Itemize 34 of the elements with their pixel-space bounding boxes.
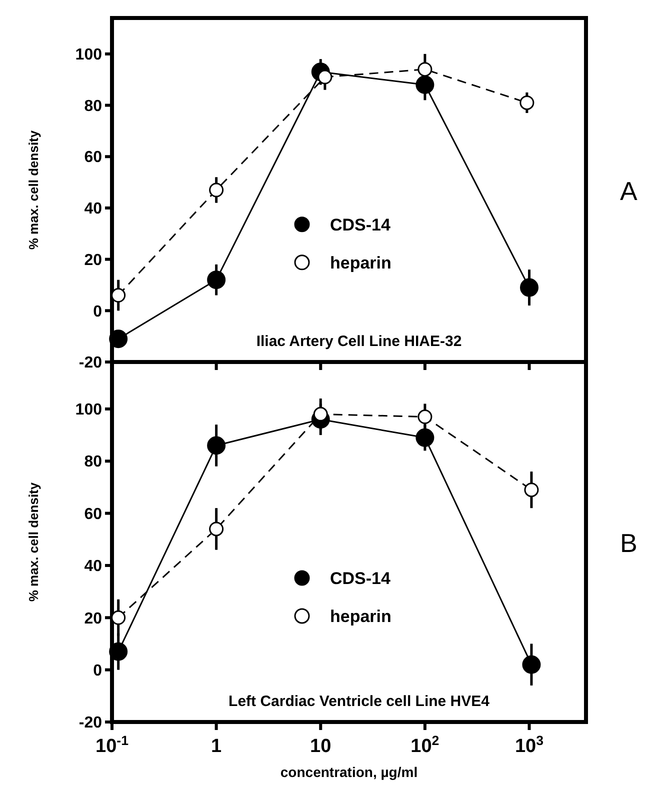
y-tick-label: -20 [78,354,102,372]
x-tick-label: 1 [211,736,222,757]
legend-label: heparin [330,253,392,272]
point [416,428,434,447]
y-tick-label: 60 [84,149,102,166]
y-tick-label: 40 [84,558,102,576]
y-tick-label: 0 [93,303,102,320]
y-tick-label: 20 [84,252,102,269]
legend-label: heparin [330,606,392,626]
y-tick-label: 100 [75,46,102,64]
y-axis-title: % max. cell density [26,482,41,602]
point [207,436,226,455]
x-tick-label: 10$^{3}$ [514,732,544,757]
x-axis-title: concentration, µg/ml [280,764,418,780]
y-tick-label: -20 [78,714,102,732]
annotation: Left Cardiac Ventricle cell Line HVE4 [228,693,490,710]
x-tick-label: 10 [310,736,332,757]
text: B [620,528,638,558]
annotation: Iliac Artery Cell Line HIAE-32 [256,333,462,350]
y-tick-label: 20 [84,610,102,628]
y-tick-label: 60 [84,506,102,523]
legend-label: CDS-14 [330,568,392,588]
point [209,522,224,536]
y-tick-label: 80 [84,454,102,471]
y-axis-title: % max. cell density [26,130,41,250]
x-tick-label: 10$^{2}$ [410,732,440,757]
point [418,410,432,424]
y-tick-label: 100 [75,402,102,419]
y-tick-label: 80 [84,98,102,115]
text: A [620,176,638,206]
x-tick-label: 10$^{-1}$ [96,732,130,757]
legend-label: CDS-14 [330,215,392,234]
y-tick-label: 0 [93,662,102,680]
y-tick-label: 40 [84,200,102,218]
